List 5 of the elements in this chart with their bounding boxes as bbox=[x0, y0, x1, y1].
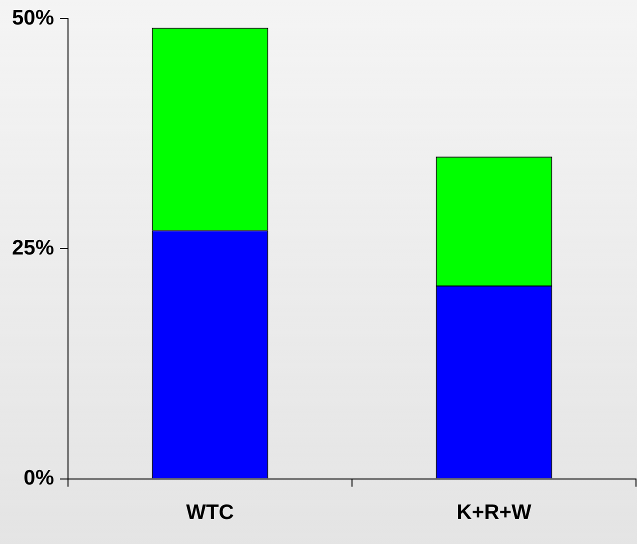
y-tick-label: 0% bbox=[24, 466, 54, 490]
y-tick-label: 25% bbox=[12, 236, 54, 260]
x-tick-label: K+R+W bbox=[456, 501, 532, 524]
y-tick-label: 50% bbox=[12, 6, 54, 30]
x-tick-label: WTC bbox=[186, 501, 234, 524]
